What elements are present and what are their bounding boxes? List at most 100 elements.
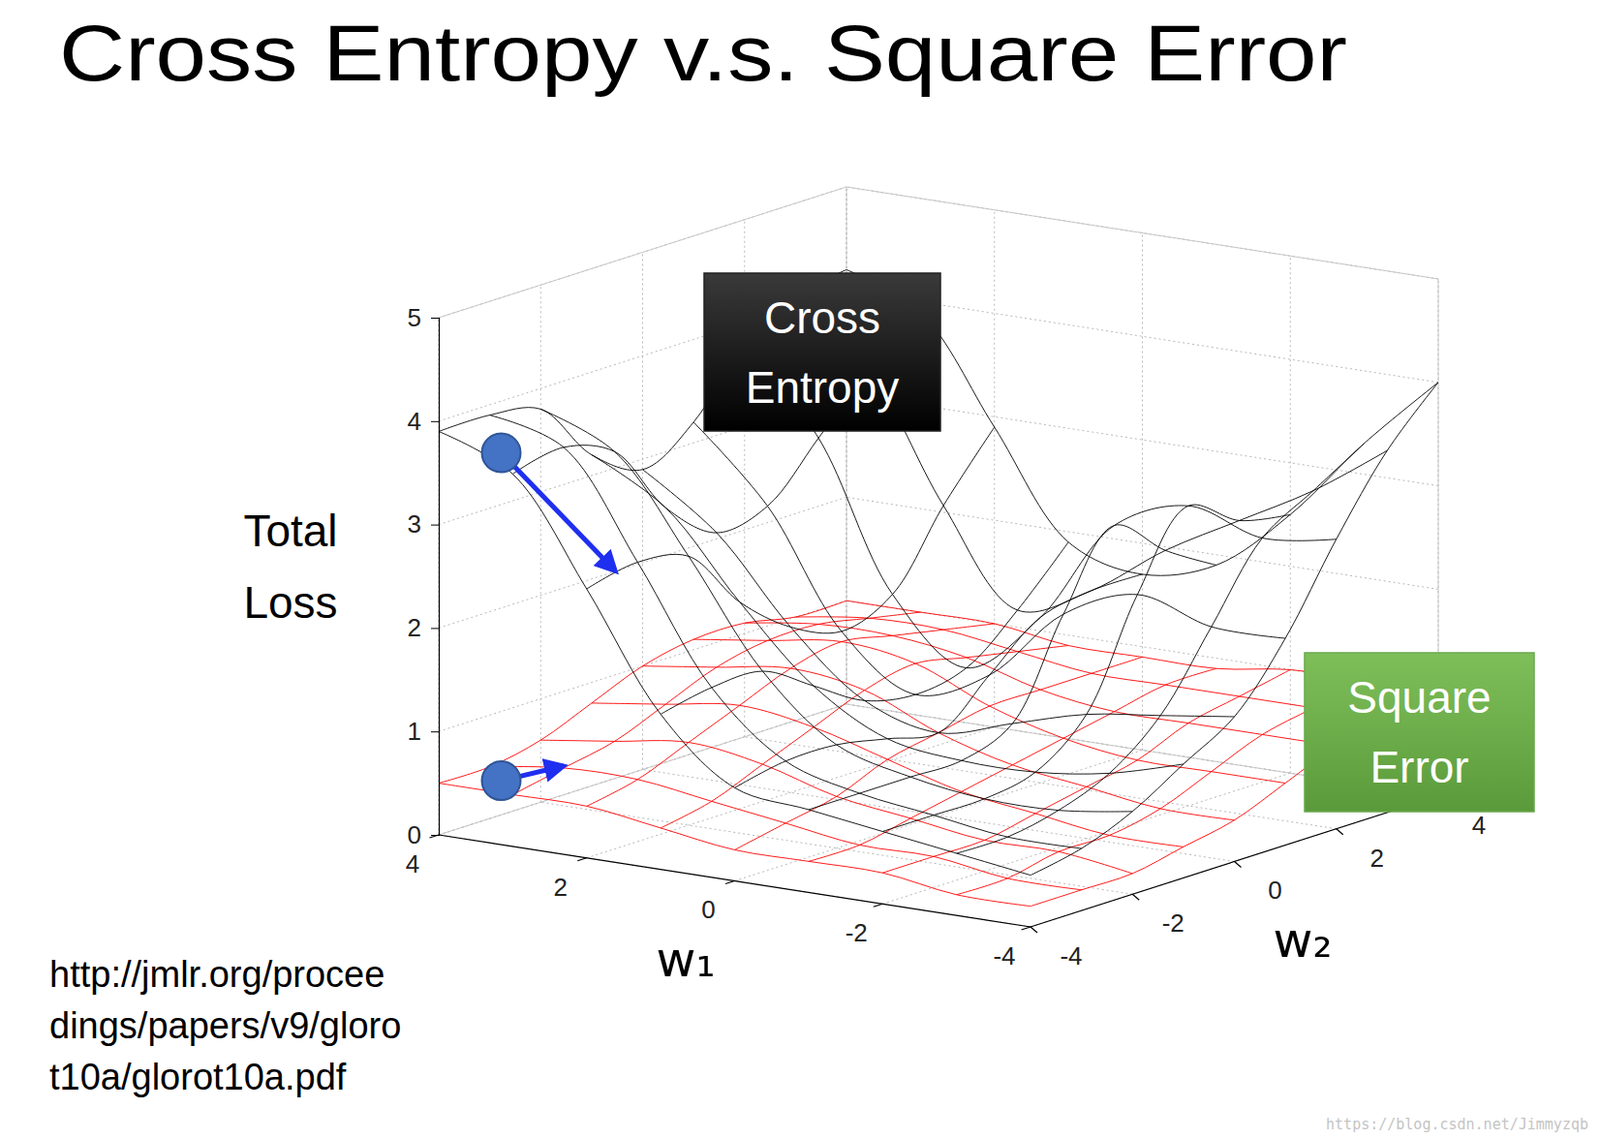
texts: Cross Entropy v.s. Square Error Total Loss…: [49, 8, 1589, 1134]
series-label-line: Entropy: [745, 362, 900, 413]
tick-label: 0: [1267, 875, 1282, 905]
wire-line: [591, 703, 1184, 847]
series-label-text: SquareError: [1347, 672, 1491, 793]
grid-line: [993, 210, 995, 728]
x-axis: -4 -2 0 2 4: [405, 834, 1031, 971]
y-axis: -4 -2 0 2 4: [1030, 796, 1486, 971]
frame: [846, 186, 1439, 279]
wire-line: [438, 430, 1031, 875]
source-line: http://jmlr.org/procee: [49, 953, 385, 995]
wire-line: [808, 524, 1217, 810]
wire-line: [744, 343, 1337, 669]
tick-label: 2: [553, 872, 568, 902]
grid-line: [846, 186, 848, 705]
tick-label: 4: [405, 849, 420, 879]
gradient-arrow: [501, 453, 616, 572]
grid-line: [735, 750, 1143, 882]
wire-line: [490, 767, 1082, 891]
grid-line: [438, 704, 847, 835]
grid-line: [438, 496, 847, 628]
tick-mark: [430, 627, 439, 629]
tick-mark: [430, 834, 440, 838]
tick: 2: [407, 613, 439, 643]
grid-line: [846, 496, 1439, 589]
tick-mark: [1132, 893, 1139, 900]
tick-label: 2: [407, 613, 422, 643]
wire-line: [795, 616, 1387, 720]
tick-mark: [1336, 829, 1344, 835]
tick-label: 3: [407, 509, 422, 539]
tick-label: -4: [992, 941, 1016, 971]
grid-line: [882, 772, 1291, 904]
title: Cross Entropy v.s. Square Error: [59, 8, 1348, 97]
tick-label: 2: [1370, 843, 1385, 873]
wire-line: [735, 574, 1143, 788]
source-line: t10a/glorot10a.pdf: [49, 1056, 347, 1098]
wire-line: [660, 646, 1069, 829]
wire-line: [586, 623, 995, 806]
tick-mark: [725, 881, 736, 885]
tick: 0: [407, 820, 439, 850]
tick: 1: [407, 716, 439, 746]
wire-line: [882, 669, 1291, 873]
z-axis-title: Total Loss: [243, 505, 338, 628]
surface: [438, 269, 1439, 875]
plot-area: [438, 269, 1439, 906]
tick-mark: [430, 317, 439, 319]
tick-mark: [1234, 861, 1242, 868]
wire-line: [956, 680, 1365, 894]
tick-label: 0: [701, 894, 715, 924]
wire-line: [882, 504, 1291, 831]
wire-line: [490, 415, 1082, 849]
tick-mark: [577, 858, 587, 862]
series-label-text: Cross Entropy: [745, 292, 900, 413]
tick-label: -4: [1059, 941, 1082, 971]
axis-line: [1030, 796, 1439, 927]
grid-line: [438, 704, 847, 835]
tick-label: 1: [407, 716, 422, 746]
surface: [438, 600, 1439, 906]
axis-line: [438, 834, 1031, 927]
series-label-line: Square: [1347, 672, 1491, 723]
wire-line: [735, 656, 1143, 850]
wire-line: [744, 622, 1337, 746]
y-axis-title: w₂: [1273, 912, 1333, 969]
grid-line: [540, 284, 542, 802]
series-label: SquareError: [1304, 652, 1535, 812]
start-point: [482, 761, 522, 800]
wire-line: [660, 542, 1069, 715]
tick-label: 4: [407, 406, 422, 436]
wire-line: [643, 469, 1235, 735]
grid: [438, 186, 1439, 927]
tick-label: 0: [407, 820, 422, 850]
chart: 012345-4-2024-4-2024Cross Entropy v.s. S…: [0, 0, 1600, 1139]
tick-label: -2: [1162, 908, 1185, 938]
wire-line: [591, 455, 1184, 775]
wire-line: [643, 666, 1235, 821]
wire-line: [586, 427, 995, 634]
source: http://jmlr.org/procee dings/papers/v9/gl…: [49, 953, 401, 1098]
tick-mark: [873, 903, 884, 907]
source-line: dings/papers/v9/gloro: [49, 1005, 401, 1047]
grid-line: [1030, 796, 1439, 927]
wire-line: [512, 612, 921, 795]
wire-line: [693, 422, 1286, 697]
grid-line: [846, 186, 848, 705]
start-point: [482, 433, 522, 473]
grid-line: [1141, 233, 1143, 751]
wire-line: [438, 600, 847, 783]
frame: [846, 186, 848, 705]
tick-mark: [430, 421, 439, 423]
tick-label: -2: [845, 918, 868, 948]
tick: 4: [407, 406, 439, 436]
watermark: https://blog.csdn.net/Jimmyzqb: [1325, 1115, 1589, 1134]
tick-mark: [1030, 926, 1038, 933]
grid-line: [642, 252, 644, 770]
frame: [438, 704, 847, 835]
series-label-line: Cross: [764, 292, 881, 343]
z-axis-title-line: Loss: [243, 577, 338, 628]
z-axis-title-line: Total: [243, 505, 338, 556]
tick-label: 4: [1472, 810, 1486, 840]
tick-label: 5: [407, 303, 422, 333]
series-label-box: [1304, 652, 1535, 812]
